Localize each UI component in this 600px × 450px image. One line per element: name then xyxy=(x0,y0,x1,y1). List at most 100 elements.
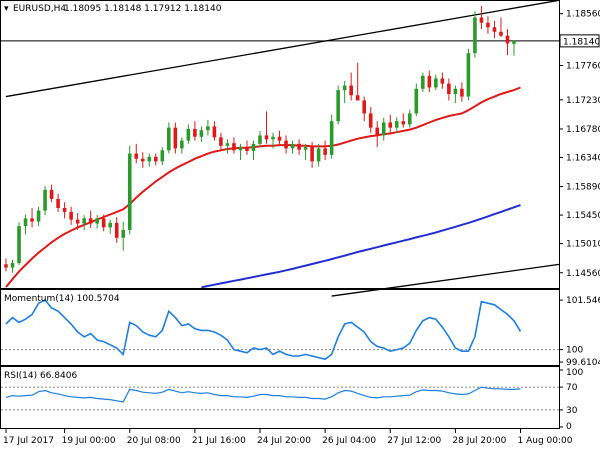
candle-body xyxy=(43,189,47,211)
candle-body xyxy=(427,75,432,88)
time-axis[interactable]: 17 Jul 2017 19 Jul 00:00 20 Jul 08:00 21 Ju… xyxy=(3,429,573,446)
candle-body xyxy=(95,218,99,224)
candle xyxy=(212,121,217,141)
price-tick-label: 1.15010 xyxy=(566,240,600,250)
time-tick-label: 28 Jul 20:00 xyxy=(452,436,506,446)
rsi-line xyxy=(5,386,521,403)
candle xyxy=(30,207,34,228)
trendline-2[interactable] xyxy=(331,263,560,297)
candle xyxy=(505,29,510,56)
candle xyxy=(225,139,230,154)
time-tick-label: 1 Aug 00:00 xyxy=(518,436,573,446)
rsi-tick-label: 70 xyxy=(566,383,578,393)
candle-body xyxy=(355,95,360,101)
candle-body xyxy=(473,17,477,54)
candle-body xyxy=(290,143,295,149)
candle xyxy=(186,124,191,144)
candle xyxy=(362,96,366,122)
rsi-tick-label: 100 xyxy=(566,368,583,378)
candle-body xyxy=(447,83,451,94)
time-tick-label: 26 Jul 04:00 xyxy=(322,436,376,446)
rsi-label: RSI(14) 66.8406 xyxy=(4,371,77,381)
price-tick-label: 1.17230 xyxy=(566,96,600,106)
time-tick-label: 19 Jul 00:00 xyxy=(62,436,116,446)
candle-body xyxy=(23,218,28,227)
main-panel-frame xyxy=(0,0,560,289)
candle xyxy=(167,122,171,154)
candle xyxy=(349,72,353,101)
momentum-label: Momentum(14) 100.5704 xyxy=(4,294,120,304)
candle-body xyxy=(127,153,132,230)
candle-body xyxy=(206,126,210,131)
candle-body xyxy=(401,121,406,125)
price-plot-area[interactable] xyxy=(1,0,560,297)
candle xyxy=(355,62,360,101)
candle xyxy=(23,214,28,235)
candle xyxy=(277,130,282,144)
time-tick-label: 20 Jul 08:00 xyxy=(127,436,181,446)
candle xyxy=(271,132,275,149)
candle xyxy=(4,258,8,272)
candle-body xyxy=(88,218,93,224)
candle xyxy=(414,83,419,116)
candle xyxy=(95,215,99,229)
candle-body xyxy=(460,88,464,97)
candle-body xyxy=(297,143,301,150)
candle xyxy=(284,135,288,154)
candle-body xyxy=(329,121,334,155)
candle-body xyxy=(245,147,249,151)
chart-symbol: EURUSD,H4 xyxy=(13,4,66,14)
candle xyxy=(473,11,477,58)
candle xyxy=(82,215,86,230)
candle xyxy=(147,153,152,167)
candle xyxy=(154,153,158,166)
candle xyxy=(499,17,503,37)
candle xyxy=(238,143,243,161)
candle-body xyxy=(512,40,516,44)
momentum-tick-label: 100 xyxy=(566,346,583,356)
candle xyxy=(121,221,126,251)
candle-body xyxy=(36,210,41,222)
candle-body xyxy=(486,22,490,28)
candle xyxy=(258,130,262,148)
candle-body xyxy=(258,135,262,144)
panel-frames xyxy=(0,0,560,429)
chart-ohlc: 1.18095 1.18148 1.17912 1.18140 xyxy=(64,4,222,14)
candle-body xyxy=(69,211,73,220)
candle xyxy=(421,72,425,93)
candle xyxy=(342,81,347,104)
candle xyxy=(512,40,516,56)
candle xyxy=(180,137,184,154)
candle-body xyxy=(232,143,236,151)
trendline-1[interactable] xyxy=(5,0,560,98)
candle-body xyxy=(121,230,126,238)
rsi-panel-frame xyxy=(0,366,560,429)
momentum-tick-label: 99.6104 xyxy=(566,358,600,368)
candle-body xyxy=(134,153,139,159)
symbol-dropdown-icon[interactable]: ▾ xyxy=(4,4,9,14)
candle-body xyxy=(440,78,445,84)
candle-body xyxy=(82,218,86,224)
candle-body xyxy=(17,226,21,264)
candle xyxy=(62,202,67,219)
candle-body xyxy=(264,135,269,140)
candle-body xyxy=(101,218,106,228)
candle xyxy=(375,121,380,148)
candle xyxy=(251,140,256,161)
candle-body xyxy=(342,85,347,91)
candle-body xyxy=(154,156,158,162)
candle xyxy=(316,143,321,167)
current-price-tag-box xyxy=(559,34,600,48)
candlestick-layer xyxy=(4,5,516,273)
candle-body xyxy=(421,75,425,89)
price-axis[interactable]: 1.18560 1.17760 1.17230 1.16780 1.16340 1.158… xyxy=(559,10,600,279)
candle-body xyxy=(199,130,204,137)
rsi-tick-label: 30 xyxy=(566,406,578,416)
candle-body xyxy=(499,31,503,36)
candle xyxy=(460,82,464,102)
momentum-tick-label: 101.5468 xyxy=(566,296,600,306)
candle-body xyxy=(193,128,197,137)
candle-body xyxy=(147,156,152,162)
candle xyxy=(303,143,308,161)
